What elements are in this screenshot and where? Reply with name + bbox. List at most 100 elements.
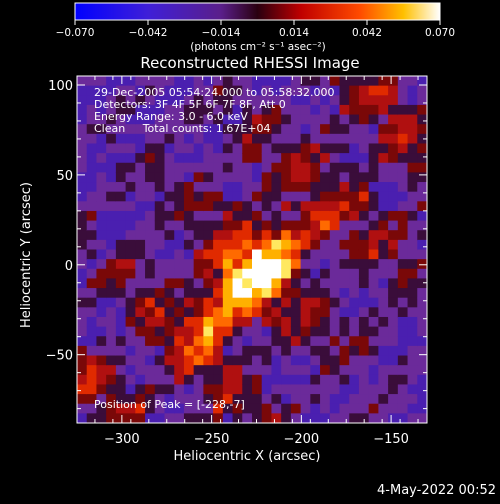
heatmap-cell xyxy=(106,394,117,405)
heatmap-cell xyxy=(358,95,370,106)
heatmap-cell xyxy=(358,259,370,270)
heatmap-cell xyxy=(135,394,146,405)
heatmap-cell xyxy=(378,114,389,125)
heatmap-cell xyxy=(242,76,253,87)
heatmap-cell xyxy=(106,336,117,347)
heatmap-cell xyxy=(358,268,370,280)
heatmap-cell xyxy=(125,76,136,87)
heatmap-cell xyxy=(310,133,321,145)
heatmap-cell xyxy=(242,104,253,116)
heatmap-cell xyxy=(164,124,175,135)
heatmap-cell xyxy=(290,365,302,376)
heatmap-cell xyxy=(183,249,195,260)
heatmap-cell xyxy=(407,259,418,270)
heatmap-cell xyxy=(203,133,214,145)
heatmap-cell xyxy=(397,403,409,414)
heatmap-cell xyxy=(320,239,331,251)
heatmap-cell xyxy=(368,182,379,193)
heatmap-cell xyxy=(77,278,88,289)
heatmap-cell xyxy=(358,345,370,357)
heatmap-cell xyxy=(339,76,350,87)
heatmap-cell xyxy=(242,365,253,376)
heatmap-cell xyxy=(154,268,166,280)
heatmap-cell xyxy=(378,239,389,251)
colorbar-tick-label: −0.042 xyxy=(129,27,168,39)
heatmap-cell xyxy=(358,403,370,414)
heatmap-cell xyxy=(154,153,166,164)
heatmap-cell xyxy=(261,239,273,251)
heatmap-cell xyxy=(290,403,302,414)
plot-frame xyxy=(76,75,428,424)
heatmap-cell xyxy=(300,191,311,202)
heatmap-cell xyxy=(261,104,273,116)
heatmap-cell xyxy=(106,403,117,414)
heatmap-cell xyxy=(388,85,399,96)
heatmap-cell xyxy=(349,403,360,414)
heatmap-cell xyxy=(329,85,341,96)
heatmap-cell xyxy=(388,230,399,241)
heatmap-cell xyxy=(358,85,370,96)
heatmap-cell xyxy=(397,124,409,135)
heatmap-cell xyxy=(310,249,321,260)
heatmap-cell xyxy=(320,355,331,366)
heatmap-cell xyxy=(358,288,370,299)
heatmap-cell xyxy=(115,307,127,318)
heatmap-cell xyxy=(397,143,409,154)
heatmap-cell xyxy=(329,413,341,423)
heatmap-cell xyxy=(271,210,282,222)
heatmap-cell xyxy=(232,259,243,270)
heatmap-cell xyxy=(242,413,253,423)
heatmap-cell xyxy=(77,114,88,125)
heatmap-cell xyxy=(115,76,127,87)
y-tick-label: 0 xyxy=(65,259,73,274)
heatmap-cell xyxy=(145,172,156,183)
heatmap-cell xyxy=(203,172,214,183)
heatmap-cell xyxy=(281,182,292,193)
heatmap-cell xyxy=(164,153,175,164)
heatmap-cell xyxy=(290,182,302,193)
heatmap-cell xyxy=(290,153,302,164)
heatmap-cell xyxy=(378,104,389,116)
heatmap-cell xyxy=(252,85,263,96)
heatmap-cell xyxy=(378,162,389,173)
heatmap-cell xyxy=(213,345,224,357)
heatmap-cell xyxy=(203,104,214,116)
heatmap-cell xyxy=(242,307,253,318)
heatmap-cell xyxy=(232,124,243,135)
heatmap-cell xyxy=(96,85,107,96)
heatmap-cell xyxy=(388,355,399,366)
heatmap-cell xyxy=(222,133,234,145)
heatmap-cell xyxy=(261,162,273,173)
heatmap-cell xyxy=(417,394,427,405)
heatmap-cell xyxy=(281,307,292,318)
heatmap-cell xyxy=(290,374,302,386)
heatmap-cell xyxy=(329,345,341,357)
heatmap-cell xyxy=(115,403,127,414)
heatmap-cell xyxy=(300,153,311,164)
heatmap-cell xyxy=(183,220,195,231)
heatmap-cell xyxy=(397,316,409,328)
heatmap-cell xyxy=(388,249,399,260)
heatmap-cell xyxy=(252,403,263,414)
heatmap-cell xyxy=(339,345,350,357)
heatmap-cell xyxy=(164,210,175,222)
heatmap-cell xyxy=(368,95,379,106)
heatmap-cell xyxy=(164,365,175,376)
heatmap-cell xyxy=(77,76,88,87)
heatmap-cell xyxy=(339,259,350,270)
heatmap-cell xyxy=(183,95,195,106)
heatmap-cell xyxy=(222,278,234,289)
heatmap-cell xyxy=(135,326,146,337)
heatmap-cell xyxy=(417,278,427,289)
heatmap-cell xyxy=(378,355,389,366)
heatmap-cell xyxy=(339,307,350,318)
heatmap-cell xyxy=(213,220,224,231)
heatmap-cell xyxy=(164,394,175,405)
heatmap-cell xyxy=(261,172,273,183)
heatmap-cell xyxy=(96,143,107,154)
heatmap-cell xyxy=(407,394,418,405)
heatmap-cell xyxy=(96,316,107,328)
heatmap-cell xyxy=(86,307,98,318)
heatmap-cell xyxy=(242,345,253,357)
heatmap-cell xyxy=(281,95,292,106)
